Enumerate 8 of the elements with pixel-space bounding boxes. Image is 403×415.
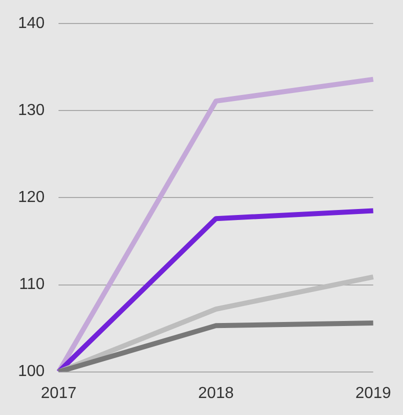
x-tick-label: 2019 (355, 384, 392, 402)
x-tick-label: 2018 (198, 384, 234, 402)
y-tick-label: 100 (18, 363, 45, 380)
y-tick-label: 140 (18, 15, 45, 32)
y-tick-label: 130 (18, 102, 45, 120)
y-tick-label: 120 (18, 189, 45, 206)
x-tick-label: 2017 (40, 384, 77, 402)
y-tick-label: 110 (19, 276, 45, 294)
